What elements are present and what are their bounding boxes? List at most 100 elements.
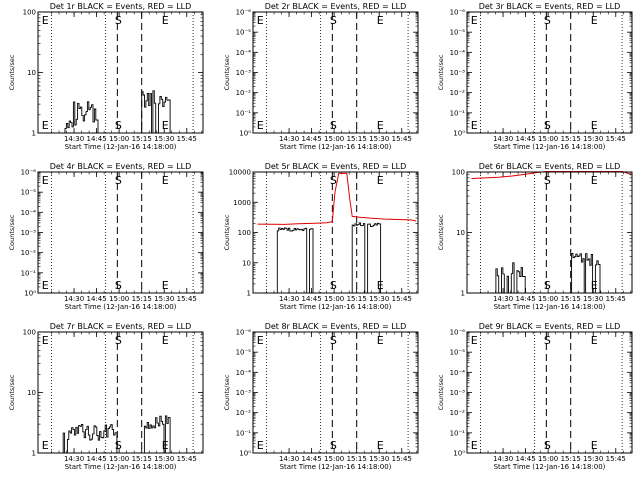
x-tick-label: 15:00 bbox=[109, 455, 129, 463]
event-marker-label-top: S bbox=[115, 174, 122, 187]
event-marker-label-top: E bbox=[377, 14, 384, 27]
event-marker-label-top: E bbox=[471, 334, 478, 347]
x-tick-label: 15:30 bbox=[154, 295, 174, 303]
x-tick-label: 15:45 bbox=[392, 135, 412, 143]
event-marker-label: E bbox=[377, 279, 384, 292]
event-marker-label: E bbox=[257, 439, 264, 452]
y-tick-label: 10⁻¹ bbox=[450, 109, 466, 117]
panel-title: Det 4r BLACK = Events, RED = LLD bbox=[50, 162, 192, 171]
x-tick-label: 14:45 bbox=[516, 295, 536, 303]
black-events-trace bbox=[495, 262, 526, 294]
x-tick-label: 14:45 bbox=[87, 135, 107, 143]
x-tick-label: 14:45 bbox=[302, 455, 322, 463]
event-marker-label-top: S bbox=[330, 14, 337, 27]
black-events-trace bbox=[276, 227, 314, 294]
chart-panel-7: Det 7r BLACK = Events, RED = LLD Counts/s… bbox=[8, 322, 204, 471]
y-tick-label: 1000 bbox=[233, 199, 251, 207]
x-tick-label: 14:30 bbox=[279, 455, 299, 463]
y-tick-label: 1 bbox=[32, 130, 36, 138]
y-tick-label: 10⁻² bbox=[236, 89, 252, 97]
chart-panel-6: Det 6r BLACK = Events, RED = LLD Counts/s… bbox=[437, 162, 633, 311]
red-lld-line bbox=[257, 172, 417, 225]
event-marker-label-top: E bbox=[257, 14, 264, 27]
y-axis-label: Counts/sec bbox=[8, 374, 16, 410]
y-tick-label: 10⁻⁴ bbox=[450, 369, 466, 377]
x-tick-label: 15:30 bbox=[369, 135, 389, 143]
x-axis-label: Start Time (12-Jan-16 14:18:00) bbox=[494, 303, 606, 311]
y-tick-label: 10⁻¹ bbox=[21, 269, 37, 277]
x-tick-label: 15:00 bbox=[324, 295, 344, 303]
x-tick-label: 14:30 bbox=[64, 455, 84, 463]
event-marker-label-top: E bbox=[257, 334, 264, 347]
x-tick-label: 15:00 bbox=[538, 295, 558, 303]
x-tick-label: 15:30 bbox=[369, 295, 389, 303]
plot-frame bbox=[466, 331, 633, 454]
x-tick-label: 15:30 bbox=[583, 135, 603, 143]
y-tick-label: 10⁰ bbox=[453, 130, 465, 138]
x-tick-label: 15:45 bbox=[606, 295, 626, 303]
y-tick-label: 10⁻⁵ bbox=[236, 349, 252, 357]
y-tick-label: 10⁻⁵ bbox=[450, 29, 466, 37]
x-tick-label: 15:45 bbox=[177, 135, 197, 143]
y-tick-label: 10⁻⁵ bbox=[21, 189, 37, 197]
x-tick-label: 14:30 bbox=[493, 455, 513, 463]
event-marker-label-top: S bbox=[330, 334, 337, 347]
event-marker-label-top: S bbox=[330, 174, 337, 187]
y-tick-label: 10⁻⁵ bbox=[450, 349, 466, 357]
black-events-trace bbox=[62, 424, 118, 454]
black-events-trace bbox=[64, 101, 99, 133]
y-tick-label: 100 bbox=[23, 329, 36, 337]
event-marker-label-top: E bbox=[162, 334, 169, 347]
y-tick-label: 1 bbox=[461, 290, 465, 298]
event-marker-label: S bbox=[544, 439, 551, 452]
event-marker-label: E bbox=[162, 439, 169, 452]
y-tick-label: 10⁻⁴ bbox=[21, 209, 37, 217]
plot-frame bbox=[466, 11, 633, 134]
chart-panel-9: Det 9r BLACK = Events, RED = LLD Counts/s… bbox=[437, 322, 633, 471]
y-tick-label: 10⁻⁴ bbox=[236, 369, 252, 377]
event-marker-label: S bbox=[330, 439, 337, 452]
x-axis-label: Start Time (12-Jan-16 14:18:00) bbox=[494, 463, 606, 471]
x-tick-label: 15:00 bbox=[324, 135, 344, 143]
event-marker-label-top: E bbox=[591, 334, 598, 347]
event-marker-label: E bbox=[257, 119, 264, 132]
y-tick-label: 10⁻⁶ bbox=[236, 329, 252, 337]
y-tick-label: 10⁻⁶ bbox=[450, 9, 466, 17]
x-axis-label: Start Time (12-Jan-16 14:18:00) bbox=[280, 463, 392, 471]
event-marker-label-top: E bbox=[377, 334, 384, 347]
y-tick-label: 10 bbox=[27, 69, 36, 77]
event-marker-label-top: E bbox=[471, 14, 478, 27]
plot-frame bbox=[252, 11, 419, 134]
y-tick-label: 10⁰ bbox=[24, 290, 36, 298]
x-tick-label: 14:30 bbox=[64, 135, 84, 143]
panel-title: Det 8r BLACK = Events, RED = LLD bbox=[265, 322, 407, 331]
y-tick-label: 10 bbox=[242, 259, 251, 267]
y-tick-label: 10⁻⁴ bbox=[450, 49, 466, 57]
plot-frame bbox=[37, 331, 204, 454]
y-tick-label: 10⁻² bbox=[236, 409, 252, 417]
x-tick-label: 15:30 bbox=[369, 455, 389, 463]
y-tick-label: 10⁰ bbox=[239, 450, 251, 458]
x-tick-label: 15:00 bbox=[109, 135, 129, 143]
y-tick-label: 10⁻² bbox=[450, 409, 466, 417]
event-marker-label-top: E bbox=[42, 14, 49, 27]
x-tick-label: 15:30 bbox=[154, 135, 174, 143]
x-axis-label: Start Time (12-Jan-16 14:18:00) bbox=[280, 303, 392, 311]
x-tick-label: 15:30 bbox=[583, 455, 603, 463]
x-tick-label: 15:00 bbox=[109, 295, 129, 303]
event-marker-label: E bbox=[591, 119, 598, 132]
y-tick-label: 10⁻¹ bbox=[450, 429, 466, 437]
x-tick-label: 14:45 bbox=[516, 455, 536, 463]
y-tick-label: 10⁻² bbox=[450, 89, 466, 97]
x-tick-label: 15:30 bbox=[583, 295, 603, 303]
x-tick-label: 15:45 bbox=[177, 295, 197, 303]
event-marker-label: E bbox=[591, 439, 598, 452]
chart-panel-4: Det 4r BLACK = Events, RED = LLD Counts/s… bbox=[8, 162, 204, 311]
x-tick-label: 15:00 bbox=[538, 135, 558, 143]
x-tick-label: 15:15 bbox=[561, 135, 581, 143]
y-tick-label: 10⁻³ bbox=[450, 389, 466, 397]
y-axis-label: Counts/sec bbox=[437, 54, 445, 90]
x-tick-label: 15:15 bbox=[132, 135, 152, 143]
event-marker-label-top: E bbox=[591, 14, 598, 27]
x-tick-label: 14:30 bbox=[493, 295, 513, 303]
